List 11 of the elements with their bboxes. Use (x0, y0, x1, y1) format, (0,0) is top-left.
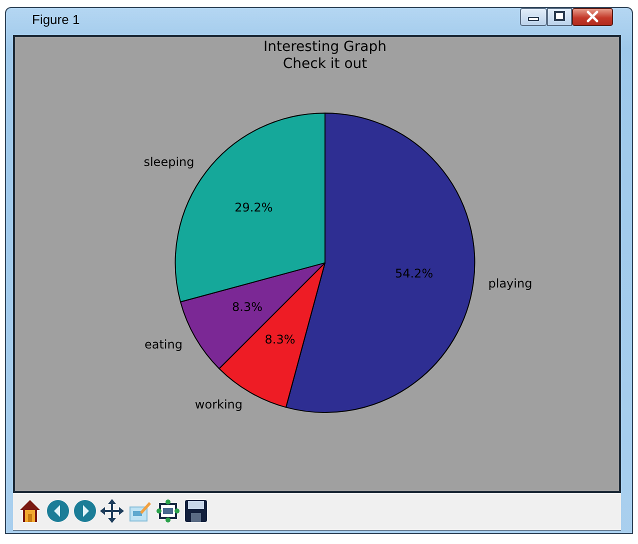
slice-label: playing (488, 276, 532, 291)
data-label: 54.2% (394, 266, 434, 281)
slice-label: eating (144, 337, 182, 352)
slice-label: sleeping (144, 154, 194, 169)
data-label: 29.2% (234, 200, 273, 214)
chart-subtitle: Check it out (282, 56, 368, 72)
slice-label: working (194, 397, 243, 412)
data-label: 8.3% (232, 300, 263, 314)
caption: Figure 1 (32, 12, 80, 27)
data-label: 8.3% (264, 332, 296, 347)
chart-title: Interesting Graph (264, 39, 386, 56)
